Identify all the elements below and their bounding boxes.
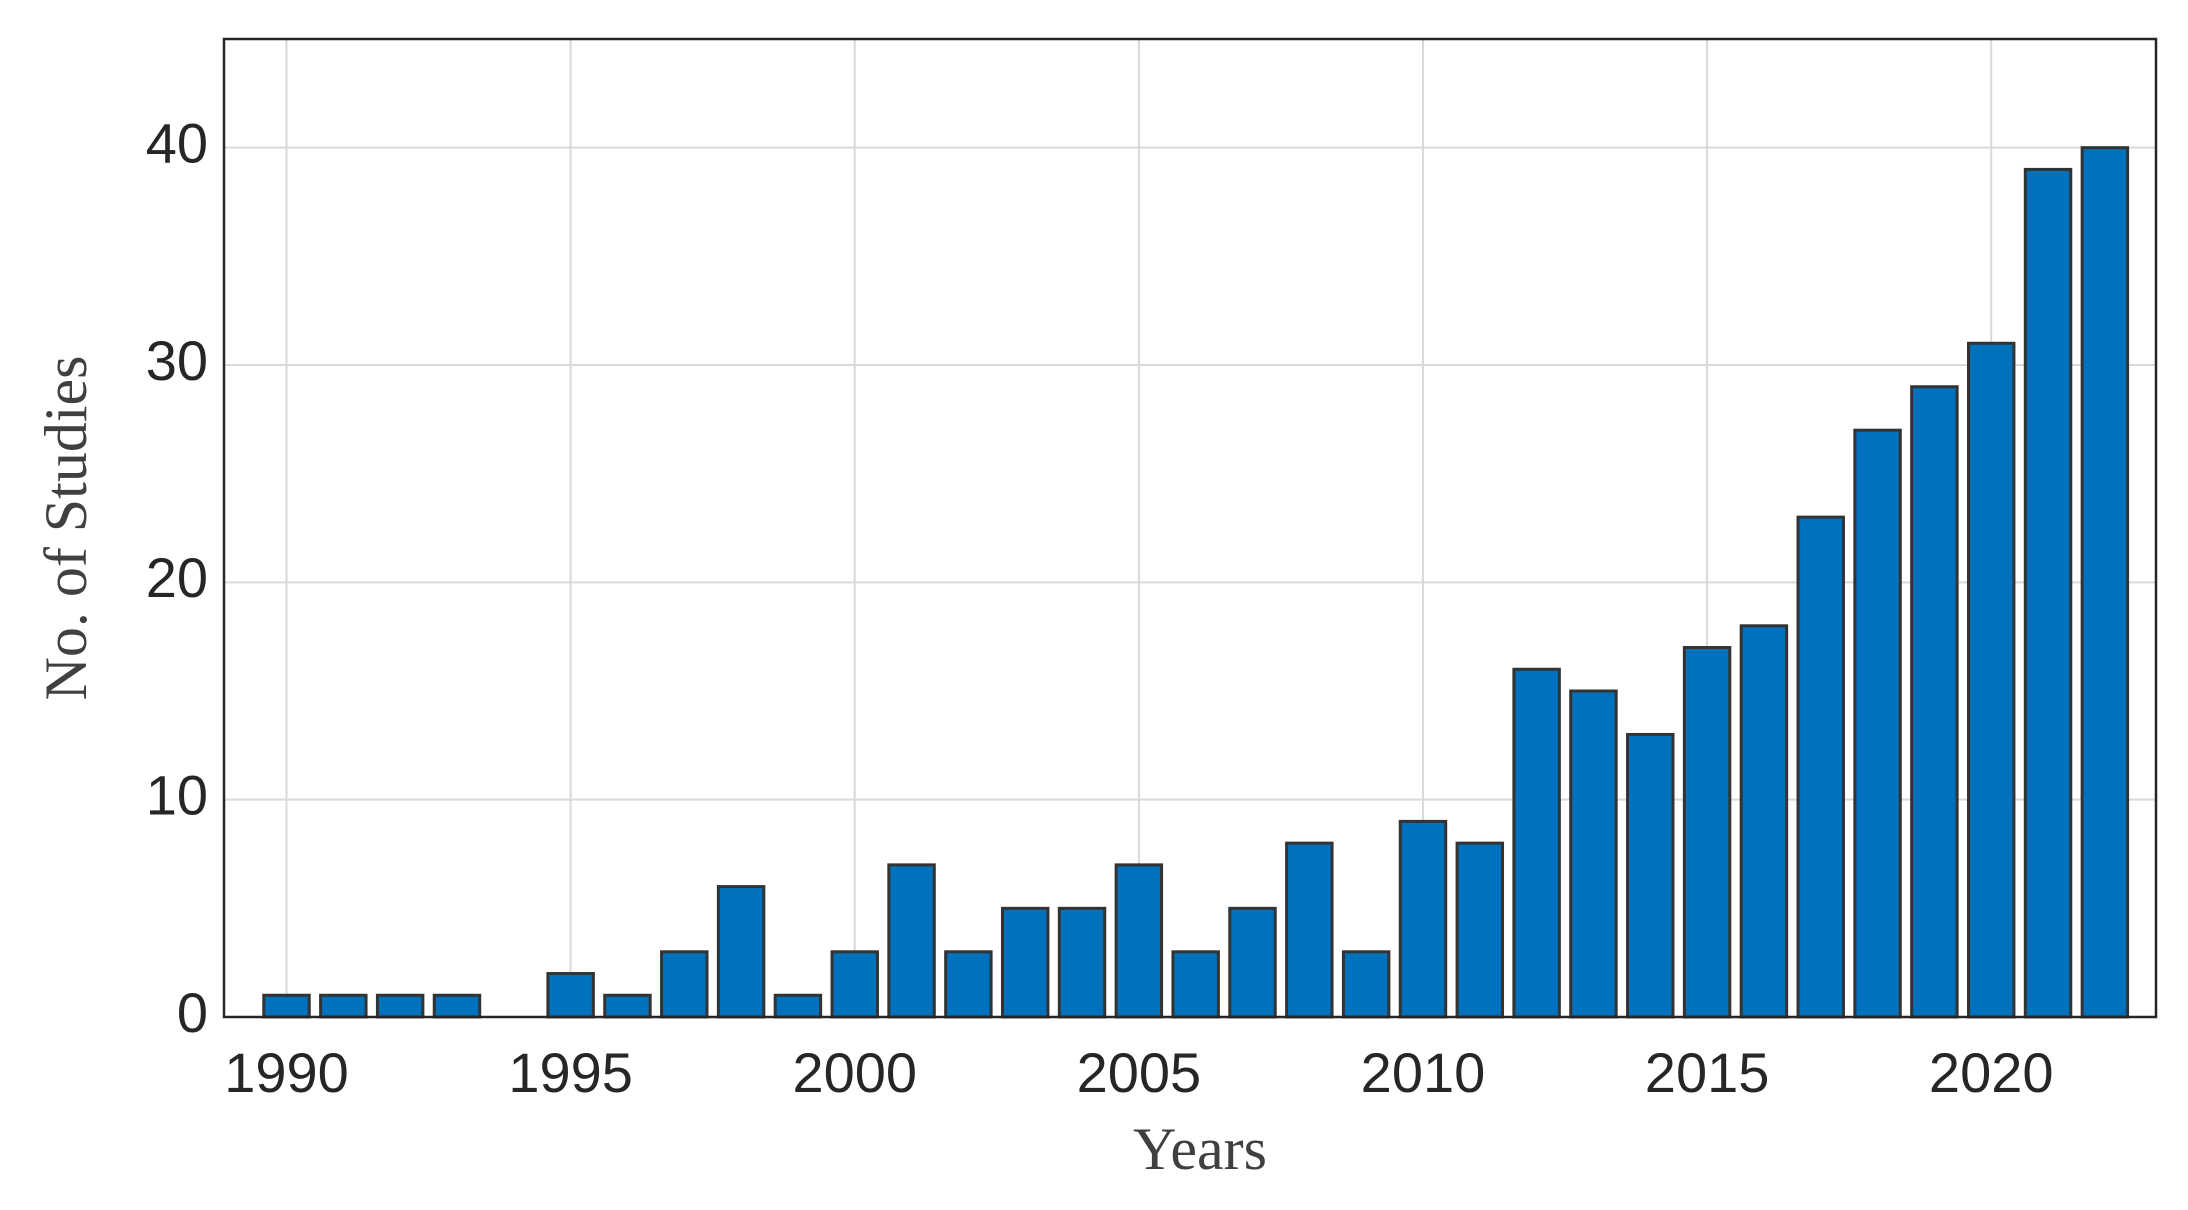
bar — [2023, 167, 2073, 1019]
bar — [1910, 385, 1959, 1019]
x-tick-label: 2010 — [1361, 1041, 1486, 1104]
bar — [375, 993, 425, 1019]
bar — [1512, 667, 1561, 1019]
bar — [1455, 841, 1505, 1019]
bar — [1171, 950, 1220, 1019]
y-tick-label: 0 — [177, 981, 208, 1044]
bar — [1796, 515, 1845, 1019]
bar — [1853, 428, 1902, 1019]
bar — [1398, 819, 1448, 1019]
bar — [432, 993, 482, 1019]
bar — [1114, 863, 1164, 1019]
bar — [716, 885, 766, 1019]
x-tick-label: 2000 — [792, 1041, 917, 1104]
bar — [660, 950, 709, 1019]
bar — [944, 950, 993, 1019]
bar — [1966, 341, 2016, 1019]
bar — [1228, 906, 1277, 1019]
x-tick-label: 2015 — [1645, 1041, 1770, 1104]
x-tick-label: 1990 — [224, 1041, 349, 1104]
bar — [1682, 646, 1732, 1019]
bar — [1626, 732, 1675, 1019]
bar — [262, 993, 311, 1019]
bar — [2080, 146, 2130, 1019]
x-axis-label: Years — [1133, 1116, 1267, 1182]
bar — [1569, 689, 1618, 1019]
bar — [773, 993, 823, 1019]
bar — [830, 950, 879, 1019]
bar — [1341, 950, 1391, 1019]
y-tick-label: 40 — [146, 111, 208, 174]
x-tick-label: 1995 — [508, 1041, 633, 1104]
bar — [603, 993, 652, 1019]
bar — [546, 972, 595, 1019]
x-tick-label: 2020 — [1929, 1041, 2054, 1104]
bar — [1057, 906, 1107, 1019]
bar — [1739, 624, 1789, 1019]
x-tick-label: 2005 — [1077, 1041, 1202, 1104]
bar — [319, 993, 368, 1019]
bar — [1000, 906, 1050, 1019]
y-axis-label: No. of Studies — [33, 356, 99, 701]
bar — [1285, 841, 1334, 1019]
y-tick-label: 30 — [146, 329, 208, 392]
bar — [887, 863, 936, 1019]
plot-frame — [222, 37, 2158, 1019]
y-tick-label: 20 — [146, 546, 208, 609]
y-tick-label: 10 — [146, 763, 208, 826]
